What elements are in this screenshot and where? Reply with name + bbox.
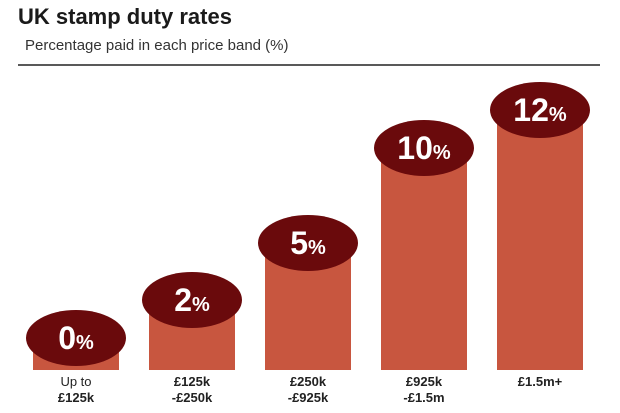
value-badge <box>374 120 474 176</box>
x-tick-label: Up to £125k <box>57 374 95 405</box>
value-badge <box>142 272 242 328</box>
value-badge <box>490 82 590 138</box>
value-label: 10% <box>397 130 451 166</box>
value-badge <box>26 310 126 366</box>
chart-title: UK stamp duty rates <box>18 4 232 29</box>
value-label: 0% <box>58 320 94 356</box>
x-tick-label: £1.5m+ <box>517 374 563 389</box>
bar <box>497 110 583 370</box>
x-tick-label: £125k -£250k <box>171 374 213 405</box>
chart-subtitle: Percentage paid in each price band (%) <box>25 37 289 54</box>
x-tick-label: £250k -£925k <box>287 374 329 405</box>
x-tick-label: £925k -£1.5m <box>403 374 445 405</box>
value-badge <box>258 215 358 271</box>
bar <box>381 148 467 370</box>
value-label: 5% <box>290 225 326 261</box>
value-label: 12% <box>513 92 567 128</box>
value-label: 2% <box>174 282 210 318</box>
